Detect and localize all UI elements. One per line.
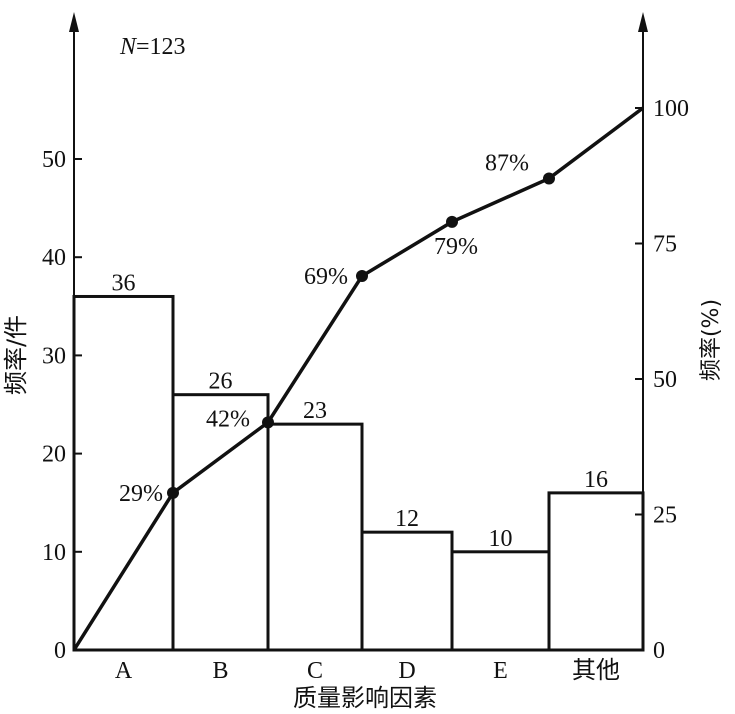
- cumulative-percent-label: 69%: [304, 264, 348, 290]
- bar-value-label: 23: [303, 398, 327, 424]
- bar: [360, 530, 454, 652]
- cumulative-percent-label: 42%: [206, 406, 250, 432]
- category-label: D: [398, 658, 415, 684]
- category-label: B: [212, 658, 228, 684]
- left-axis-arrow: [69, 12, 79, 32]
- bar-value-label: 10: [489, 526, 513, 552]
- left-y-axis-label: 频率/件: [2, 315, 30, 395]
- cumulative-point: [543, 172, 555, 185]
- cumulative-point: [167, 486, 179, 499]
- bar: [547, 491, 645, 652]
- right-tick-label: 75: [653, 232, 677, 258]
- axes: 0 10 20 30 40 50 0 25 50 75 100: [42, 12, 689, 664]
- bar-value-label: 16: [584, 467, 608, 493]
- left-tick-label: 0: [54, 638, 66, 664]
- bar-value-label: 26: [209, 369, 233, 395]
- bar: [72, 294, 175, 652]
- right-axis-arrow: [638, 12, 648, 32]
- cumulative-percent-label: 29%: [119, 481, 163, 507]
- bar: [266, 422, 364, 652]
- right-tick-label: 100: [653, 96, 689, 122]
- left-tick-label: 50: [42, 147, 66, 173]
- bar-value-label: 36: [112, 270, 136, 296]
- bar-value-label: 12: [395, 506, 419, 532]
- x-axis-label: 质量影响因素: [293, 684, 437, 712]
- cumulative-point: [262, 416, 274, 429]
- right-y-axis-label: 频率(%): [699, 299, 724, 381]
- right-tick-label: 50: [653, 367, 677, 393]
- sample-size-label: N=123: [119, 34, 186, 60]
- cumulative-point: [446, 215, 458, 228]
- cumulative-line: [72, 106, 645, 651]
- left-tick-label: 20: [42, 442, 66, 468]
- bars: [72, 294, 645, 652]
- cumulative-point: [356, 270, 368, 283]
- cumulative-percent-label: 79%: [434, 234, 478, 260]
- left-tick-label: 10: [42, 540, 66, 566]
- left-tick-label: 40: [42, 245, 66, 271]
- category-label: E: [493, 658, 508, 684]
- cumulative-line-group: [72, 106, 645, 651]
- category-label: 其他: [572, 656, 620, 684]
- labels: 36 A 26 B 23 C 12 D 10 E 16 其他 29% 42% 69% 79% 87%: [112, 150, 621, 684]
- category-label: C: [307, 658, 323, 684]
- right-tick-label: 25: [653, 503, 677, 529]
- category-label: A: [115, 658, 133, 684]
- bar: [450, 550, 551, 652]
- right-tick-label: 0: [653, 638, 665, 664]
- cumulative-percent-label: 87%: [485, 150, 529, 176]
- left-tick-label: 30: [42, 343, 66, 369]
